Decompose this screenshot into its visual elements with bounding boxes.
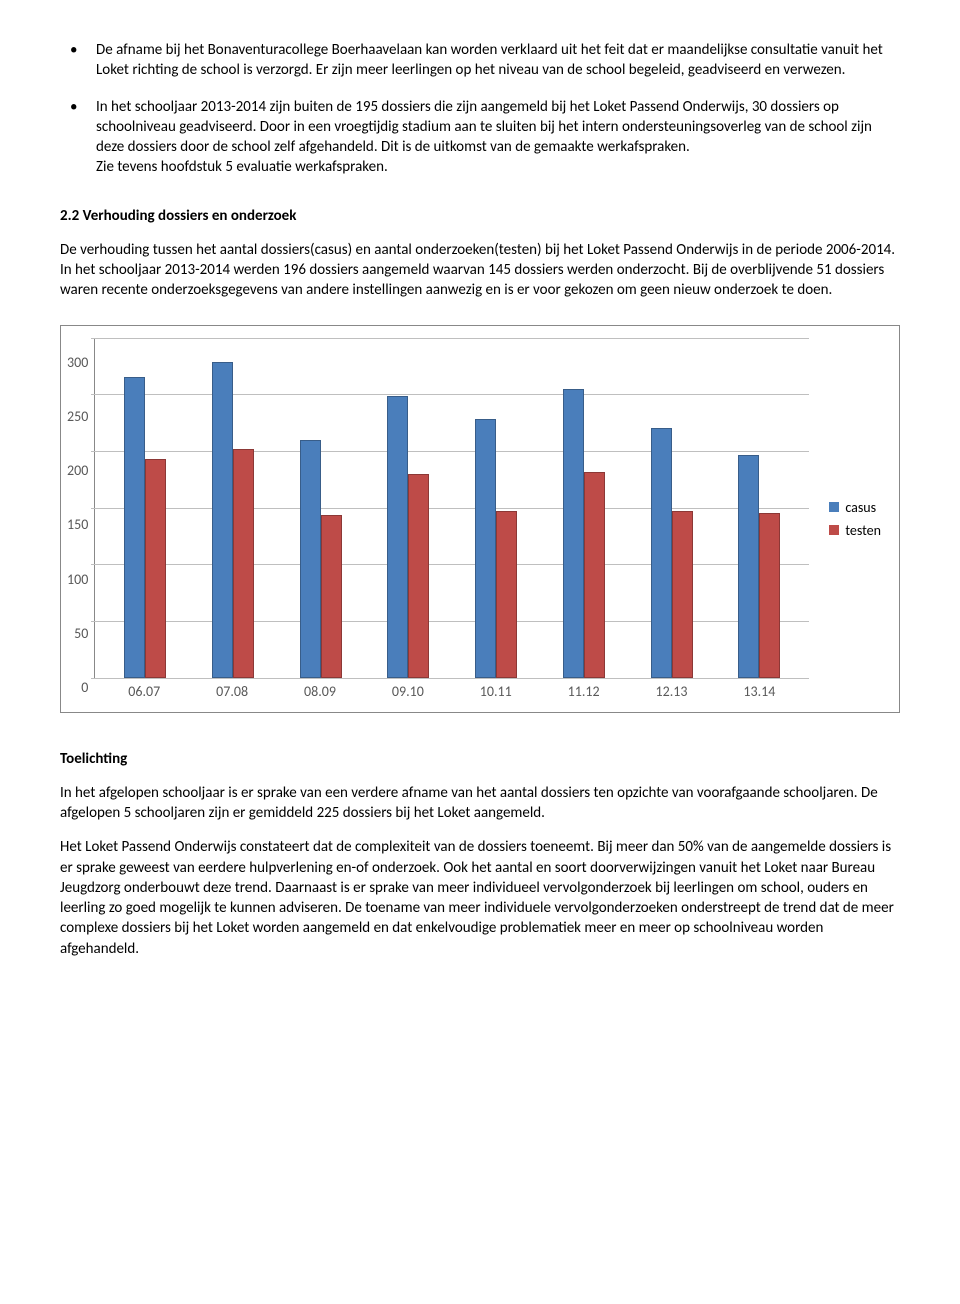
- legend-label: casus: [845, 499, 876, 516]
- bar-casus: [475, 419, 496, 677]
- bar-casus: [563, 389, 584, 678]
- bar-casus: [212, 362, 233, 677]
- legend-label: testen: [845, 522, 881, 539]
- bar-group: [189, 362, 277, 677]
- bar-group: [277, 440, 365, 678]
- y-tick-label: 300: [67, 356, 88, 370]
- bar-group: [716, 455, 804, 677]
- bullet-item: In het schooljaar 2013-2014 zijn buiten …: [60, 97, 900, 178]
- bar-casus: [124, 377, 145, 677]
- x-tick-label: 07.08: [188, 683, 276, 700]
- y-tick-label: 150: [67, 518, 88, 532]
- bar-group: [365, 396, 453, 677]
- x-tick-label: 13.14: [715, 683, 803, 700]
- y-tick-label: 100: [67, 573, 88, 587]
- bullet-list: De afname bij het Bonaventuracollege Boe…: [60, 40, 900, 178]
- bar-chart: 300250200150100500 06.0707.0808.0909.101…: [60, 325, 900, 713]
- x-tick-label: 08.09: [276, 683, 364, 700]
- x-axis-labels: 06.0707.0808.0909.1010.1111.1212.1313.14: [94, 679, 809, 700]
- bar-group: [452, 419, 540, 677]
- toelichting-p2: Het Loket Passend Onderwijs constateert …: [60, 837, 900, 959]
- y-tick-label: 0: [81, 681, 88, 695]
- bar-group: [101, 377, 189, 677]
- bar-casus: [300, 440, 321, 678]
- bar-testen: [584, 472, 605, 677]
- plot-area: [94, 338, 809, 679]
- x-tick-label: 09.10: [364, 683, 452, 700]
- gridline: [91, 338, 809, 339]
- bar-testen: [672, 511, 693, 678]
- section-body: De verhouding tussen het aantal dossiers…: [60, 240, 900, 301]
- bar-testen: [496, 511, 517, 678]
- x-tick-label: 06.07: [100, 683, 188, 700]
- section-title: 2.2 Verhouding dossiers en onderzoek: [60, 206, 900, 226]
- x-tick-label: 12.13: [628, 683, 716, 700]
- bar-group: [540, 389, 628, 678]
- bar-testen: [145, 459, 166, 678]
- bar-testen: [233, 449, 254, 678]
- bar-group: [628, 428, 716, 677]
- bar-casus: [651, 428, 672, 677]
- legend-swatch: [829, 525, 839, 535]
- gridline: [91, 678, 809, 679]
- x-tick-label: 10.11: [452, 683, 540, 700]
- bar-casus: [387, 396, 408, 677]
- bar-testen: [408, 474, 429, 678]
- legend-item: testen: [829, 522, 881, 539]
- y-tick-label: 50: [74, 627, 88, 641]
- chart-legend: casus testen: [829, 493, 881, 545]
- y-tick-label: 200: [67, 464, 88, 478]
- bar-testen: [759, 513, 780, 677]
- legend-swatch: [829, 502, 839, 512]
- y-tick-label: 250: [67, 410, 88, 424]
- y-axis-labels: 300250200150100500: [67, 349, 88, 689]
- legend-item: casus: [829, 499, 881, 516]
- x-tick-label: 11.12: [540, 683, 628, 700]
- toelichting-title: Toelichting: [60, 749, 900, 769]
- bullet-item: De afname bij het Bonaventuracollege Boe…: [60, 40, 900, 81]
- toelichting-p1: In het afgelopen schooljaar is er sprake…: [60, 783, 900, 824]
- bar-testen: [321, 515, 342, 677]
- bar-casus: [738, 455, 759, 677]
